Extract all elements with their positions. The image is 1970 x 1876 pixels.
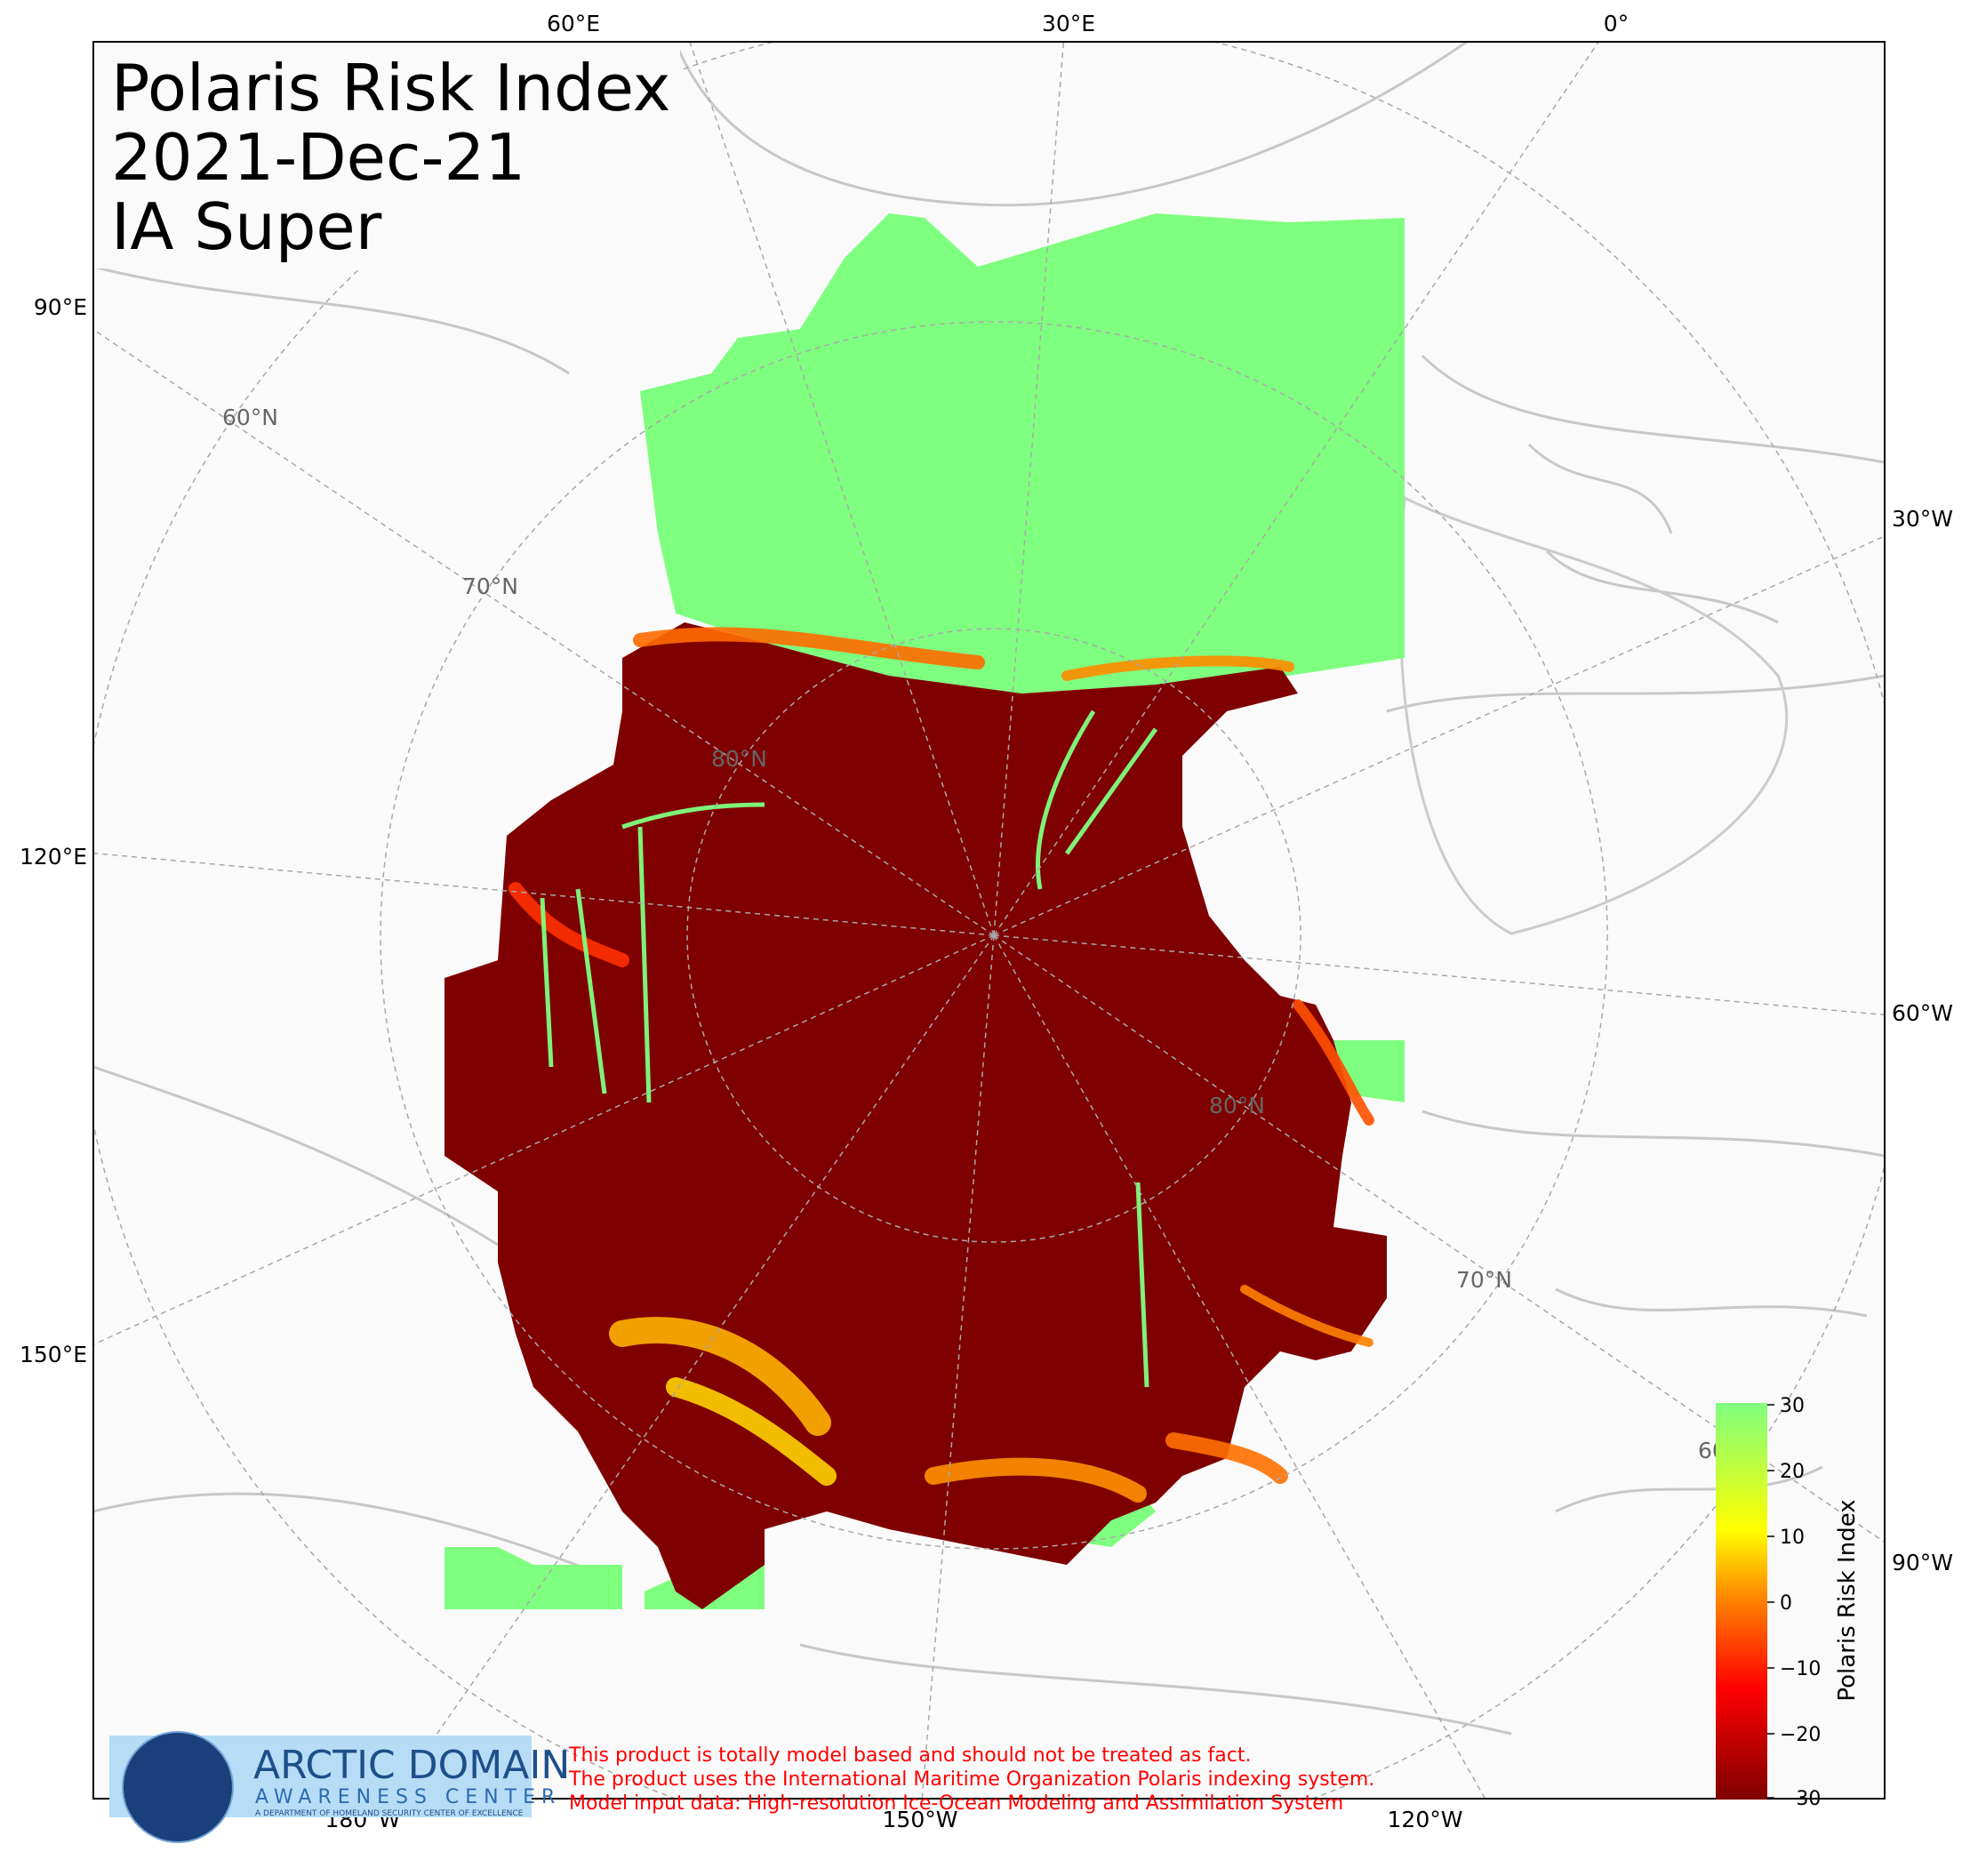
colorbar-tick-neg10: −10 [1780, 1658, 1821, 1680]
land-coastlines [93, 42, 1885, 1736]
colorbar-tick-10: 10 [1780, 1527, 1805, 1549]
tick-right-90w: 90°W [1892, 1550, 1953, 1575]
lat-label-70n-west: 70°N [462, 573, 518, 599]
logo-sub: AWARENESS CENTER [255, 1786, 561, 1808]
tick-left-120e: 120°E [20, 844, 87, 870]
latitude-circles [93, 42, 1885, 1799]
lat-label-70n-east: 70°N [1456, 1267, 1512, 1293]
tick-top-60e: 60°E [547, 11, 600, 36]
colorbar: 30 20 10 0 −10 −20 −30 Polaris Risk Inde… [1716, 1395, 1861, 1810]
greenland-outline [1398, 495, 1789, 935]
tick-bottom-120w: 120°W [1388, 1807, 1463, 1832]
title-backdrop [93, 42, 680, 269]
logo-name: ARCTIC DOMAIN [253, 1743, 570, 1788]
adac-logo: ARCTIC DOMAIN AWARENESS CENTER A DEPARTM… [109, 1731, 570, 1843]
colorbar-gradient [1716, 1403, 1767, 1800]
lat-label-60n-west: 60°N [222, 405, 278, 430]
ice-class-label: IA Super [111, 189, 382, 264]
disclaimer-line-1: This product is totally model based and … [568, 1744, 1251, 1767]
map-title: Polaris Risk Index [111, 51, 670, 125]
risk-gradient-streaks [509, 627, 1374, 1503]
tick-right-60w: 60°W [1892, 1000, 1953, 1026]
disclaimer-line-3: Model input data: High-resolution Ice-Oc… [569, 1792, 1343, 1815]
colorbar-tick-neg30: −30 [1780, 1788, 1821, 1810]
colorbar-label: Polaris Risk Index [1834, 1499, 1861, 1701]
tick-right-30w: 30°W [1892, 506, 1953, 532]
colorbar-tick-neg20: −20 [1780, 1724, 1821, 1746]
logo-tagline: A DEPARTMENT OF HOMELAND SECURITY CENTER… [255, 1809, 524, 1818]
colorbar-ticks [1767, 1404, 1774, 1799]
disclaimer-line-2: The product uses the International Marit… [568, 1768, 1374, 1791]
tick-left-150e: 150°E [20, 1342, 87, 1367]
map-date: 2021-Dec-21 [111, 120, 525, 195]
lat-label-80n-west: 80°N [711, 746, 767, 772]
colorbar-tick-20: 20 [1780, 1461, 1805, 1483]
tick-left-90e: 90°E [34, 294, 87, 320]
logo-globe-icon [123, 1732, 233, 1842]
tick-bottom-150w: 150°W [883, 1807, 958, 1832]
colorbar-tick-0: 0 [1780, 1592, 1792, 1615]
colorbar-tick-30: 30 [1780, 1395, 1805, 1417]
tick-top-0: 0° [1604, 11, 1629, 36]
lat-label-80n-east: 80°N [1209, 1093, 1265, 1118]
map-frame [92, 41, 1886, 1800]
ice-leads [540, 710, 1158, 1388]
tick-top-30e: 30°E [1042, 11, 1095, 36]
sea-ice-high-risk [444, 622, 1387, 1609]
